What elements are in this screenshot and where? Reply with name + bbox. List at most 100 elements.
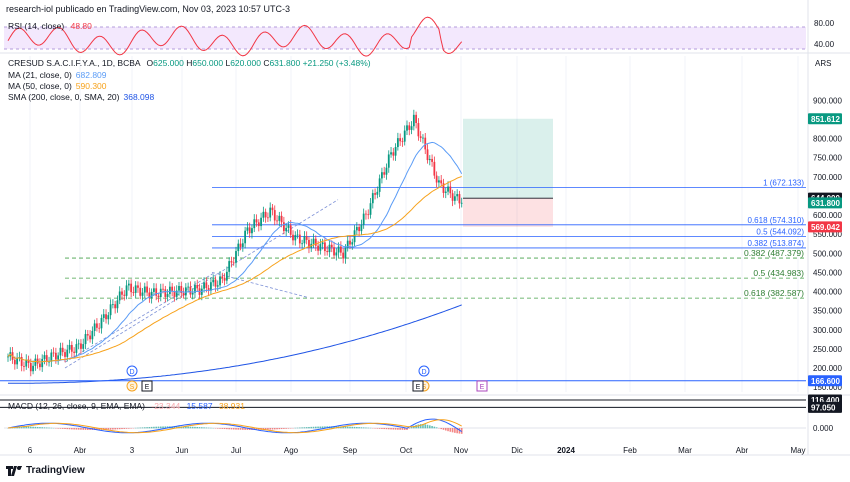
candle-body [214, 279, 217, 287]
macd-histogram-bar [242, 428, 244, 430]
macd-histogram-bar [66, 428, 69, 430]
macd-histogram-bar [23, 426, 25, 429]
time-axis-label: Feb [623, 446, 637, 455]
price-tag-bg [808, 197, 842, 209]
candle-body [328, 244, 331, 253]
macd-histogram-bar [232, 428, 235, 430]
candle-body [155, 288, 158, 296]
candle-body [82, 344, 85, 349]
candle-body [34, 358, 37, 366]
candle-body [392, 152, 395, 156]
candle-body [451, 193, 454, 201]
candle-body [435, 175, 438, 183]
macd-histogram-bar [324, 426, 326, 429]
candle-body [344, 247, 347, 259]
tradingview-icon [6, 465, 22, 476]
macd-histogram-bar [401, 428, 404, 430]
candle-body [442, 183, 445, 193]
candle-body [180, 285, 183, 294]
candle-body [365, 213, 367, 215]
symbol-title[interactable]: CRESUD S.A.C.I.F.Y.A., 1D, BCBA [8, 58, 141, 68]
fib-label: 0.5 (434.983) [753, 268, 804, 278]
macd-histogram-bar [107, 428, 110, 430]
macd-histogram-bar [144, 427, 146, 429]
candle-body [150, 291, 153, 299]
candle-body [134, 285, 137, 293]
macd-histogram-bar [148, 427, 151, 429]
macd-histogram-bar [426, 424, 429, 429]
macd-histogram-bar [349, 426, 351, 429]
candle-body [162, 288, 164, 290]
candle-body [360, 224, 363, 232]
macd-histogram-bar [32, 426, 34, 429]
macd-histogram-bar [189, 426, 192, 429]
candle-body [182, 293, 185, 296]
candle-body [342, 252, 345, 259]
candle-body [376, 191, 379, 195]
low-value: 620.000 [230, 58, 261, 68]
candle-body [77, 343, 80, 345]
fib-label: 0.5 (544.092) [756, 227, 804, 236]
macd-histogram-bar [394, 428, 397, 430]
candle-body [89, 335, 91, 340]
candle-body [378, 178, 381, 192]
macd-histogram-bar [159, 426, 162, 429]
candle-body [385, 167, 388, 175]
macd-histogram-bar [365, 427, 367, 429]
macd-histogram-bar [141, 427, 144, 429]
macd-histogram-bar [296, 427, 299, 429]
macd-histogram-bar [287, 428, 290, 429]
macd-histogram-bar [435, 427, 438, 429]
time-axis-label: 2024 [557, 446, 575, 455]
candle-body [239, 243, 242, 247]
price-tag: 97.050 [811, 403, 836, 412]
ma50-legend: MA (50, close, 0) 590.300 [8, 81, 107, 91]
candle-body [403, 130, 406, 142]
candle-body [93, 323, 96, 331]
macd-histogram-bar [123, 428, 126, 429]
currency-label: ARS [815, 59, 831, 68]
candle-body [48, 361, 50, 363]
macd-histogram-bar [299, 427, 301, 429]
close-value: 631.800 [269, 58, 301, 68]
macd-histogram-bar [105, 428, 107, 430]
candle-body [143, 286, 146, 293]
macd-histogram-bar [422, 424, 424, 429]
candle-body [458, 194, 461, 204]
rsi-legend: RSI (14, close) 48.80 [8, 21, 92, 31]
macd-histogram-bar [216, 428, 219, 429]
time-axis-label: Abr [74, 446, 87, 455]
target-zone [463, 118, 553, 199]
macd-histogram-bar [449, 428, 452, 432]
tradingview-logo[interactable]: TradingView [6, 465, 85, 476]
candle-body [225, 271, 228, 281]
candle-body [396, 138, 399, 148]
candle-body [148, 292, 151, 299]
candle-body [27, 359, 30, 364]
candle-body [312, 238, 315, 244]
candle-body [64, 352, 66, 357]
macd-histogram-bar [191, 426, 194, 429]
candle-body [267, 217, 269, 219]
candle-body [187, 286, 190, 288]
candle-body [111, 304, 114, 306]
macd-histogram-bar [447, 428, 449, 432]
macd-histogram-bar [321, 426, 324, 429]
macd-histogram-bar [59, 428, 62, 429]
macd-line [7, 418, 462, 434]
candle-body [337, 246, 340, 253]
fib-label: 0.382 (513.874) [748, 239, 805, 248]
split-marker: S [130, 384, 135, 391]
macd-histogram-bar [431, 425, 433, 429]
price-axis-label: 450.000 [813, 268, 842, 277]
candle-body [36, 358, 39, 364]
brand-name: TradingView [26, 465, 85, 476]
candle-body [230, 261, 233, 263]
time-axis-label: Mar [678, 446, 692, 455]
macd-histogram-bar [376, 428, 379, 429]
candle-body [422, 137, 424, 139]
candle-body [292, 234, 294, 241]
candle-body [317, 245, 319, 251]
macd-histogram-bar [406, 428, 408, 430]
